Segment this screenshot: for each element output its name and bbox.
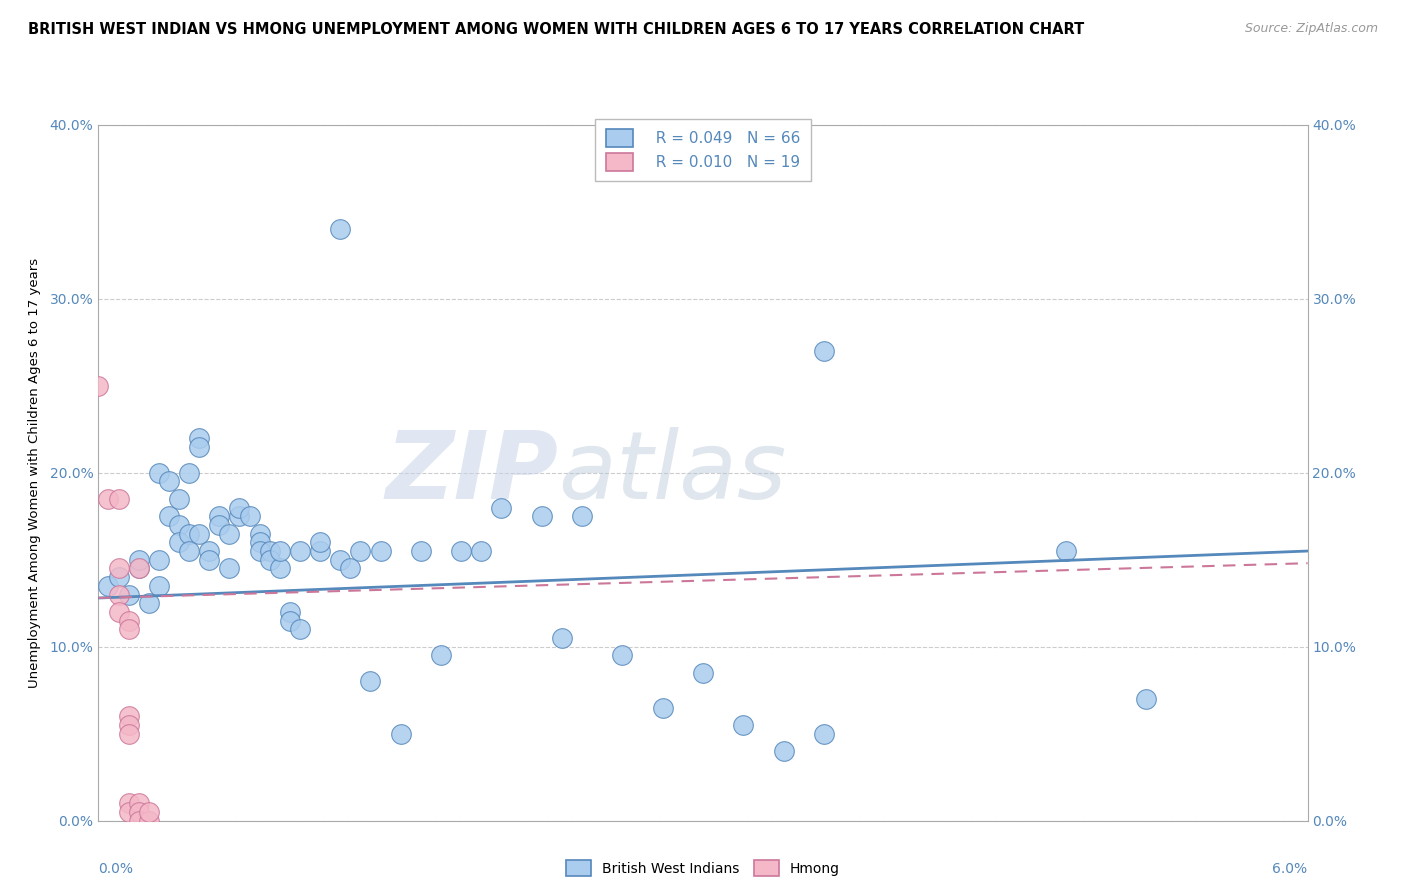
Point	[107, 491, 129, 506]
Point	[179, 466, 201, 480]
Point	[167, 535, 190, 549]
Point	[349, 544, 371, 558]
Point	[179, 544, 201, 558]
Point	[360, 674, 382, 689]
Point	[389, 726, 412, 740]
Point	[128, 814, 150, 828]
Point	[107, 561, 129, 575]
Point	[249, 535, 271, 549]
Point	[107, 605, 129, 619]
Point	[128, 552, 150, 567]
Point	[107, 570, 129, 584]
Point	[733, 718, 755, 732]
Point	[97, 579, 120, 593]
Point	[107, 587, 129, 601]
Point	[148, 552, 170, 567]
Text: 0.0%: 0.0%	[98, 863, 134, 876]
Point	[278, 614, 301, 628]
Point	[208, 509, 231, 524]
Point	[128, 805, 150, 819]
Point	[118, 623, 141, 637]
Point	[339, 561, 361, 575]
Point	[249, 544, 271, 558]
Point	[167, 491, 190, 506]
Point	[772, 744, 794, 758]
Text: Source: ZipAtlas.com: Source: ZipAtlas.com	[1244, 22, 1378, 36]
Point	[288, 544, 311, 558]
Point	[87, 378, 110, 392]
Point	[188, 440, 211, 454]
Point	[813, 726, 835, 740]
Point	[128, 561, 150, 575]
Point	[188, 526, 211, 541]
Point	[651, 700, 673, 714]
Text: atlas: atlas	[558, 427, 786, 518]
Point	[259, 552, 281, 567]
Point	[269, 544, 291, 558]
Point	[269, 561, 291, 575]
Point	[530, 509, 553, 524]
Point	[118, 614, 141, 628]
Point	[198, 544, 221, 558]
Point	[179, 526, 201, 541]
Point	[309, 544, 332, 558]
Point	[157, 475, 180, 489]
Point	[692, 665, 714, 680]
Point	[228, 500, 250, 515]
Point	[208, 517, 231, 532]
Point	[148, 466, 170, 480]
Point	[118, 805, 141, 819]
Point	[1135, 692, 1157, 706]
Legend: British West Indians, Hmong: British West Indians, Hmong	[560, 854, 846, 883]
Point	[97, 491, 120, 506]
Point	[249, 526, 271, 541]
Point	[551, 631, 574, 645]
Point	[138, 805, 160, 819]
Point	[148, 579, 170, 593]
Point	[138, 814, 160, 828]
Point	[612, 648, 634, 663]
Point	[118, 709, 141, 723]
Point	[118, 726, 141, 740]
Point	[571, 509, 593, 524]
Point	[157, 509, 180, 524]
Point	[167, 517, 190, 532]
Point	[450, 544, 472, 558]
Point	[239, 509, 262, 524]
Point	[218, 561, 240, 575]
Text: ZIP: ZIP	[385, 426, 558, 519]
Text: 6.0%: 6.0%	[1272, 863, 1308, 876]
Point	[128, 796, 150, 810]
Point	[128, 561, 150, 575]
Point	[1054, 544, 1077, 558]
Point	[118, 796, 141, 810]
Point	[409, 544, 432, 558]
Point	[118, 718, 141, 732]
Point	[491, 500, 513, 515]
Point	[138, 596, 160, 610]
Point	[118, 587, 141, 601]
Y-axis label: Unemployment Among Women with Children Ages 6 to 17 years: Unemployment Among Women with Children A…	[28, 258, 41, 688]
Point	[470, 544, 492, 558]
Point	[430, 648, 453, 663]
Point	[259, 544, 281, 558]
Point	[329, 222, 352, 236]
Point	[278, 605, 301, 619]
Point	[309, 535, 332, 549]
Point	[288, 623, 311, 637]
Point	[370, 544, 392, 558]
Point	[188, 431, 211, 445]
Point	[813, 343, 835, 358]
Point	[228, 509, 250, 524]
Point	[198, 552, 221, 567]
Text: BRITISH WEST INDIAN VS HMONG UNEMPLOYMENT AMONG WOMEN WITH CHILDREN AGES 6 TO 17: BRITISH WEST INDIAN VS HMONG UNEMPLOYMEN…	[28, 22, 1084, 37]
Point	[329, 552, 352, 567]
Point	[218, 526, 240, 541]
